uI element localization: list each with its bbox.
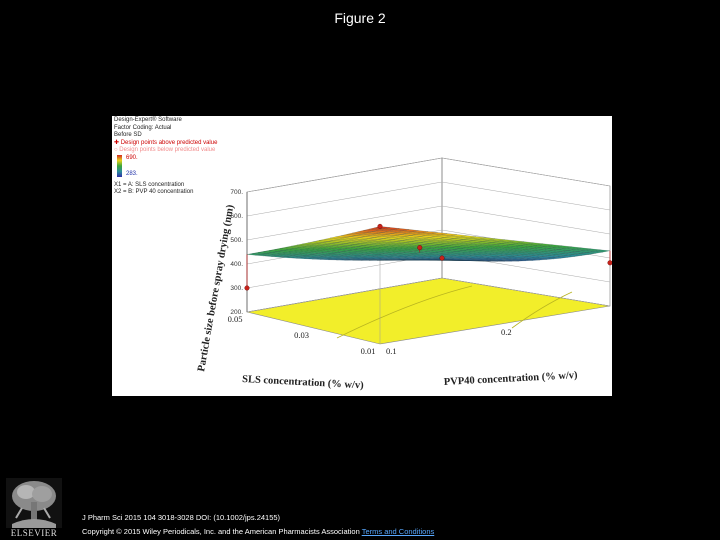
x-tick-label: 0.01 bbox=[361, 346, 376, 356]
floor-contour-line bbox=[511, 291, 573, 329]
z-grid-line bbox=[246, 181, 611, 217]
legend-factor-coding: Factor Coding: Actual bbox=[114, 124, 172, 131]
y-tick-label: 0.2 bbox=[501, 327, 512, 337]
z-grid-line bbox=[246, 205, 611, 241]
y-axis-label: PVP40 concentration (% w/v) bbox=[444, 370, 579, 388]
surface-plot: 200. 300. 400. 500. 600. 700. 0.01 0.03 0.05 0.1 0… bbox=[196, 157, 612, 391]
z-tick-label: 500. bbox=[230, 237, 243, 244]
z-tick-label: 600. bbox=[230, 213, 243, 220]
copyright-line: Copyright © 2015 Wiley Periodicals, Inc.… bbox=[82, 527, 434, 536]
copyright-text: Copyright © 2015 Wiley Periodicals, Inc.… bbox=[82, 527, 360, 536]
terms-link[interactable]: Terms and Conditions bbox=[361, 527, 435, 536]
x-axis-label: SLS concentration (% w/v) bbox=[242, 374, 365, 391]
legend-above-row: ✚ Design points above predicted value bbox=[114, 140, 217, 148]
color-scale-max: 690. bbox=[126, 154, 138, 161]
citation-line: J Pharm Sci 2015 104 3018-3028 DOI: (10.… bbox=[82, 513, 281, 522]
above-marker-icon: ✚ bbox=[114, 139, 121, 146]
z-tick-label: 200. bbox=[230, 309, 243, 316]
design-point bbox=[244, 285, 250, 291]
design-point bbox=[439, 255, 445, 261]
design-point bbox=[377, 223, 383, 229]
plot-legend: Design-Expert® Software Factor Coding: A… bbox=[114, 117, 217, 197]
legend-x2: X2 = B: PVP 40 concentration bbox=[114, 189, 194, 195]
z-grid-line bbox=[246, 277, 611, 313]
color-scale-min: 283. bbox=[126, 170, 138, 177]
legend-x1: X1 = A: SLS concentration bbox=[114, 181, 185, 188]
z-tick-label: 300. bbox=[230, 285, 243, 292]
design-point bbox=[417, 245, 423, 251]
y-tick-label: 0.1 bbox=[386, 346, 397, 356]
color-scale-bar bbox=[117, 154, 122, 177]
z-grid-line bbox=[246, 157, 611, 193]
color-scale: 690. 283. bbox=[114, 154, 217, 179]
legend-response: Before SD bbox=[114, 132, 142, 138]
page-title: Figure 2 bbox=[334, 10, 386, 26]
x-tick-label: 0.03 bbox=[294, 330, 309, 340]
elsevier-tree-logo-icon bbox=[6, 478, 62, 528]
floor-contour-line bbox=[336, 285, 473, 339]
response-surface-figure: 200. 300. 400. 500. 600. 700. 0.01 0.03 0.05 0.1 0… bbox=[112, 116, 612, 396]
z-tick-label: 700. bbox=[230, 189, 243, 196]
z-tick-label: 400. bbox=[230, 261, 243, 268]
x-tick-label: 0.05 bbox=[228, 314, 243, 324]
below-marker-icon: ○ bbox=[114, 147, 120, 153]
legend-above: Design points above predicted value bbox=[120, 139, 218, 146]
legend-below-row: ○ Design points below predicted value bbox=[114, 147, 217, 155]
design-point bbox=[607, 260, 612, 266]
logo-text: ELSEVIER bbox=[10, 528, 58, 538]
legend-below: Design points below predicted value bbox=[119, 147, 216, 153]
legend-software: Design-Expert® Software bbox=[114, 117, 182, 123]
